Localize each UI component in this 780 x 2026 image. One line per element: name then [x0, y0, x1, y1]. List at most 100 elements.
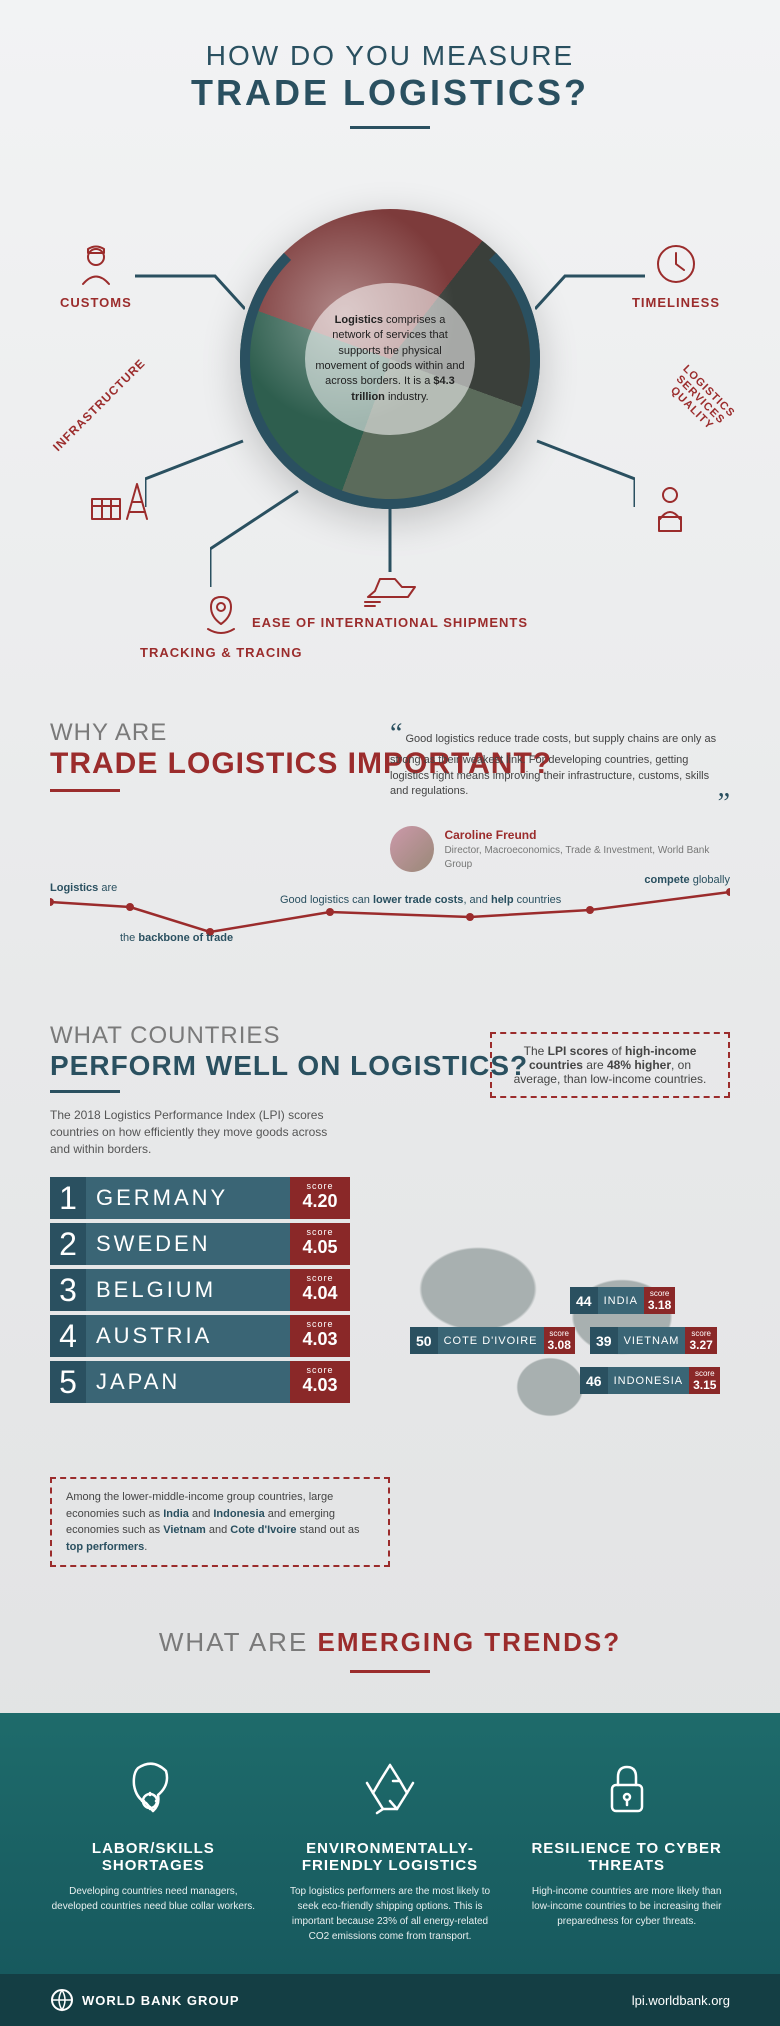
section-why-important: WHY ARE TRADE LOGISTICS IMPORTANT? “ Goo…	[0, 699, 780, 1002]
dim-timeliness-label: TIMELINESS	[632, 295, 720, 310]
dim-logistics-quality: LOGISTICS SERVICES QUALITY	[610, 419, 730, 542]
dim-customs: CUSTOMS	[60, 239, 132, 310]
lpi-divider	[50, 1090, 120, 1093]
emerging-score: score3.08	[544, 1327, 575, 1354]
trend-title: ENVIRONMENTALLY-FRIENDLY LOGISTICS	[287, 1840, 494, 1874]
lock-icon	[592, 1753, 662, 1823]
rank-country: SWEDEN	[86, 1223, 290, 1265]
connector	[135, 274, 245, 314]
section-trends: LABOR/SKILLS SHORTAGES Developing countri…	[0, 1713, 780, 1974]
tracking-icon	[196, 589, 246, 639]
rank-score: score4.03	[290, 1315, 350, 1357]
dim-ease-label: EASE OF INTERNATIONAL SHIPMENTS	[252, 615, 528, 630]
lpi-heading-a: WHAT COUNTRIES	[50, 1022, 280, 1049]
rank-number: 3	[50, 1269, 86, 1311]
rank-row: 3BELGIUMscore4.04	[50, 1269, 350, 1311]
emerging-marker: 44INDIAscore3.18	[570, 1287, 675, 1314]
customs-icon	[71, 239, 121, 289]
quote-text: Good logistics reduce trade costs, but s…	[390, 733, 716, 797]
rank-number: 2	[50, 1223, 86, 1265]
footer-org-label: WORLD BANK GROUP	[82, 1993, 240, 2008]
trend-item: ENVIRONMENTALLY-FRIENDLY LOGISTICS Top lo…	[287, 1753, 494, 1944]
quote-role: Director, Macroeconomics, Trade & Invest…	[444, 844, 730, 872]
dim-lsq-label: LOGISTICS SERVICES QUALITY	[645, 345, 755, 455]
rank-score: score4.05	[290, 1223, 350, 1265]
trends-heading-wrap: WHAT ARE EMERGING TRENDS?	[0, 1607, 780, 1713]
dim-ease-shipments: EASE OF INTERNATIONAL SHIPMENTS	[252, 569, 528, 630]
rank-row: 2SWEDENscore4.05	[50, 1223, 350, 1265]
footer-url: lpi.worldbank.org	[632, 1993, 730, 2008]
quote-open-icon: “	[390, 718, 402, 749]
top-rankings: 1GERMANYscore4.202SWEDENscore4.053BELGIU…	[50, 1177, 350, 1457]
dim-infrastructure: INFRASTRUCTURE	[60, 439, 185, 535]
emerging-score: score3.27	[685, 1327, 716, 1354]
title-line1: HOW DO YOU MEASURE	[50, 40, 730, 72]
rank-row: 1GERMANYscore4.20	[50, 1177, 350, 1219]
globe-icon: Logistics comprises a network of service…	[240, 209, 540, 509]
trade-flow-line: Logistics are the backbone of trade Good…	[50, 882, 730, 972]
phrase-2: the backbone of trade	[120, 932, 233, 944]
globe-diagram: Logistics comprises a network of service…	[50, 159, 730, 679]
section-lpi-rankings: WHAT COUNTRIES PERFORM WELL ON LOGISTICS…	[0, 1002, 780, 1607]
dim-infra-label: INFRASTRUCTURE	[50, 356, 148, 454]
trend-item: LABOR/SKILLS SHORTAGES Developing countri…	[50, 1753, 257, 1944]
emerging-country: COTE D'IVOIRE	[438, 1327, 544, 1354]
trend-title: LABOR/SKILLS SHORTAGES	[50, 1840, 257, 1874]
globe-text-post: industry.	[385, 391, 429, 403]
trend-title: RESILIENCE TO CYBER THREATS	[523, 1840, 730, 1874]
quote-close-icon: ”	[718, 784, 730, 823]
emerging-score: score3.18	[644, 1287, 675, 1314]
emerging-score: score3.15	[689, 1367, 720, 1394]
emerging-rank: 39	[590, 1327, 618, 1354]
rank-number: 4	[50, 1315, 86, 1357]
emerging-country: VIETNAM	[618, 1327, 686, 1354]
emerging-marker: 50COTE D'IVOIREscore3.08	[410, 1327, 575, 1354]
infrastructure-icon	[87, 474, 157, 529]
footer: WORLD BANK GROUP lpi.worldbank.org	[0, 1974, 780, 2026]
trend-body: Developing countries need managers, deve…	[50, 1884, 257, 1914]
recycle-icon	[355, 1753, 425, 1823]
rank-score: score4.04	[290, 1269, 350, 1311]
author-avatar	[390, 826, 434, 872]
rank-country: GERMANY	[86, 1177, 290, 1219]
phrase-3: Good logistics can lower trade costs, an…	[280, 894, 561, 906]
world-bank-icon	[50, 1988, 74, 2012]
rank-country: BELGIUM	[86, 1269, 290, 1311]
rank-score: score4.03	[290, 1361, 350, 1403]
trends-divider	[350, 1670, 430, 1673]
emerging-marker: 39VIETNAMscore3.27	[590, 1327, 717, 1354]
globe-caption: Logistics comprises a network of service…	[305, 283, 475, 435]
labor-icon	[118, 1753, 188, 1823]
rank-country: AUSTRIA	[86, 1315, 290, 1357]
emerging-country: INDIA	[598, 1287, 644, 1314]
emerging-map: 44INDIAscore3.18 39VIETNAMscore3.27 46INDO…	[370, 1177, 730, 1457]
trends-heading: WHAT ARE EMERGING TRENDS?	[0, 1627, 780, 1658]
dim-customs-label: CUSTOMS	[60, 295, 132, 310]
quote-author: Caroline Freund	[444, 827, 730, 844]
section-measure: HOW DO YOU MEASURE TRADE LOGISTICS? Logi…	[0, 0, 780, 699]
emerging-country: INDONESIA	[608, 1367, 690, 1394]
trend-body: Top logistics performers are the most li…	[287, 1884, 494, 1944]
phrase-1: Logistics are	[50, 882, 117, 894]
rank-score: score4.20	[290, 1177, 350, 1219]
trend-body: High-income countries are more likely th…	[523, 1884, 730, 1929]
emerging-rank: 46	[580, 1367, 608, 1394]
why-heading-a: WHY ARE	[50, 719, 167, 746]
trend-item: RESILIENCE TO CYBER THREATS High-income c…	[523, 1753, 730, 1944]
emerging-note: Among the lower-middle-income group coun…	[50, 1477, 390, 1567]
lsq-icon	[645, 481, 695, 536]
phrase-4: compete globally	[644, 874, 730, 886]
dim-track-label: TRACKING & TRACING	[140, 645, 302, 660]
globe-text-pre: Logistics	[335, 314, 383, 326]
rank-number: 5	[50, 1361, 86, 1403]
connector	[535, 274, 645, 314]
timeliness-icon	[651, 239, 701, 289]
ease-icon	[360, 569, 420, 609]
rank-number: 1	[50, 1177, 86, 1219]
lpi-callout: The LPI scores of high-income countries …	[490, 1032, 730, 1098]
footer-org: WORLD BANK GROUP	[50, 1988, 240, 2012]
lpi-desc: The 2018 Logistics Performance Index (LP…	[50, 1107, 330, 1157]
rank-row: 5JAPANscore4.03	[50, 1361, 350, 1403]
why-divider	[50, 789, 120, 792]
dim-timeliness: TIMELINESS	[632, 239, 720, 310]
